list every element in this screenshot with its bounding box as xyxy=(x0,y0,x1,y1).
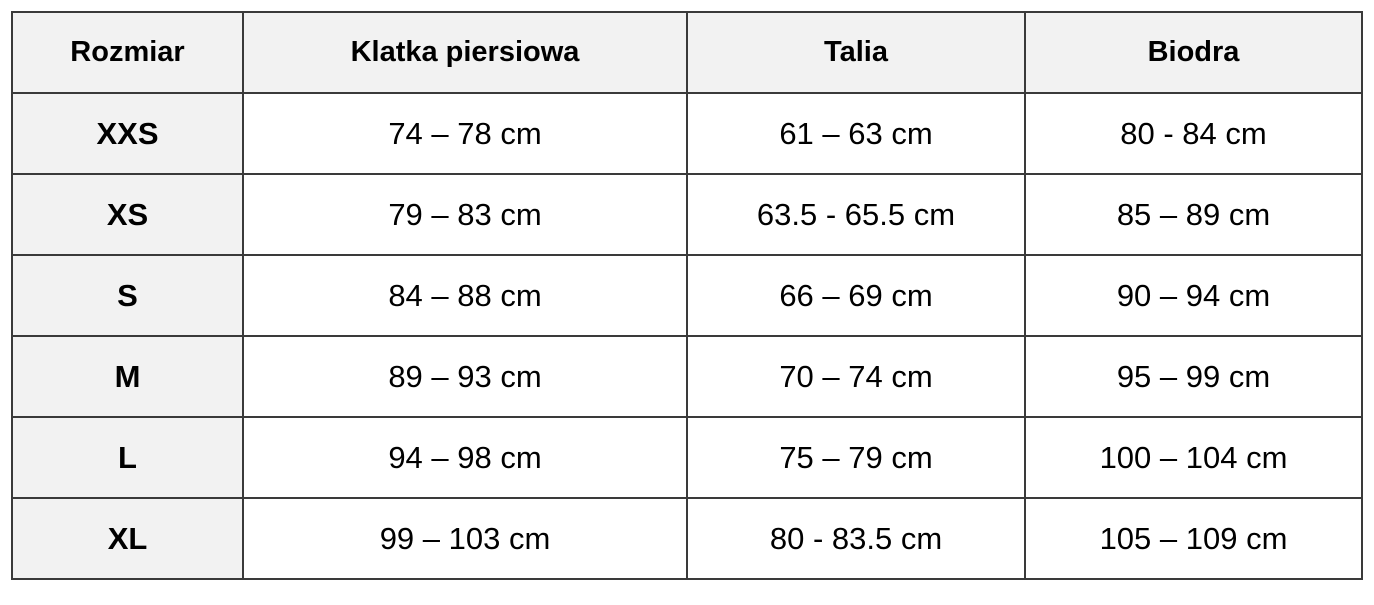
size-cell: XXS xyxy=(11,92,244,175)
hips-cell: 95 – 99 cm xyxy=(1024,335,1363,418)
size-cell: L xyxy=(11,416,244,499)
hips-cell: 100 – 104 cm xyxy=(1024,416,1363,499)
waist-cell: 80 - 83.5 cm xyxy=(686,497,1026,580)
size-cell: XL xyxy=(11,497,244,580)
size-cell: M xyxy=(11,335,244,418)
hips-cell: 105 – 109 cm xyxy=(1024,497,1363,580)
chest-cell: 74 – 78 cm xyxy=(242,92,688,175)
waist-cell: 63.5 - 65.5 cm xyxy=(686,173,1026,256)
hips-cell: 90 – 94 cm xyxy=(1024,254,1363,337)
header-waist: Talia xyxy=(686,11,1026,94)
hips-cell: 85 – 89 cm xyxy=(1024,173,1363,256)
waist-cell: 61 – 63 cm xyxy=(686,92,1026,175)
hips-cell: 80 - 84 cm xyxy=(1024,92,1363,175)
table-row: S 84 – 88 cm 66 – 69 cm 90 – 94 cm xyxy=(11,254,1363,337)
table-row: M 89 – 93 cm 70 – 74 cm 95 – 99 cm xyxy=(11,335,1363,418)
size-cell: S xyxy=(11,254,244,337)
chest-cell: 94 – 98 cm xyxy=(242,416,688,499)
waist-cell: 66 – 69 cm xyxy=(686,254,1026,337)
header-row: Rozmiar Klatka piersiowa Talia Biodra xyxy=(11,11,1363,94)
chest-cell: 99 – 103 cm xyxy=(242,497,688,580)
waist-cell: 70 – 74 cm xyxy=(686,335,1026,418)
size-cell: XS xyxy=(11,173,244,256)
table-row: XS 79 – 83 cm 63.5 - 65.5 cm 85 – 89 cm xyxy=(11,173,1363,256)
header-hips: Biodra xyxy=(1024,11,1363,94)
header-size: Rozmiar xyxy=(11,11,244,94)
chest-cell: 79 – 83 cm xyxy=(242,173,688,256)
table-row: L 94 – 98 cm 75 – 79 cm 100 – 104 cm xyxy=(11,416,1363,499)
table-row: XL 99 – 103 cm 80 - 83.5 cm 105 – 109 cm xyxy=(11,497,1363,580)
size-chart-table: Rozmiar Klatka piersiowa Talia Biodra XX… xyxy=(11,11,1363,580)
chest-cell: 84 – 88 cm xyxy=(242,254,688,337)
waist-cell: 75 – 79 cm xyxy=(686,416,1026,499)
chest-cell: 89 – 93 cm xyxy=(242,335,688,418)
table-row: XXS 74 – 78 cm 61 – 63 cm 80 - 84 cm xyxy=(11,92,1363,175)
header-chest: Klatka piersiowa xyxy=(242,11,688,94)
